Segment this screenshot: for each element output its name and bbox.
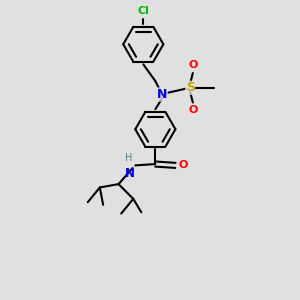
Text: N: N (124, 167, 135, 180)
Text: O: O (178, 160, 188, 170)
Text: O: O (188, 105, 197, 115)
Text: H: H (125, 153, 133, 163)
Text: N: N (157, 88, 167, 101)
Text: S: S (186, 81, 195, 94)
Text: Cl: Cl (137, 6, 149, 16)
Text: O: O (188, 60, 197, 70)
